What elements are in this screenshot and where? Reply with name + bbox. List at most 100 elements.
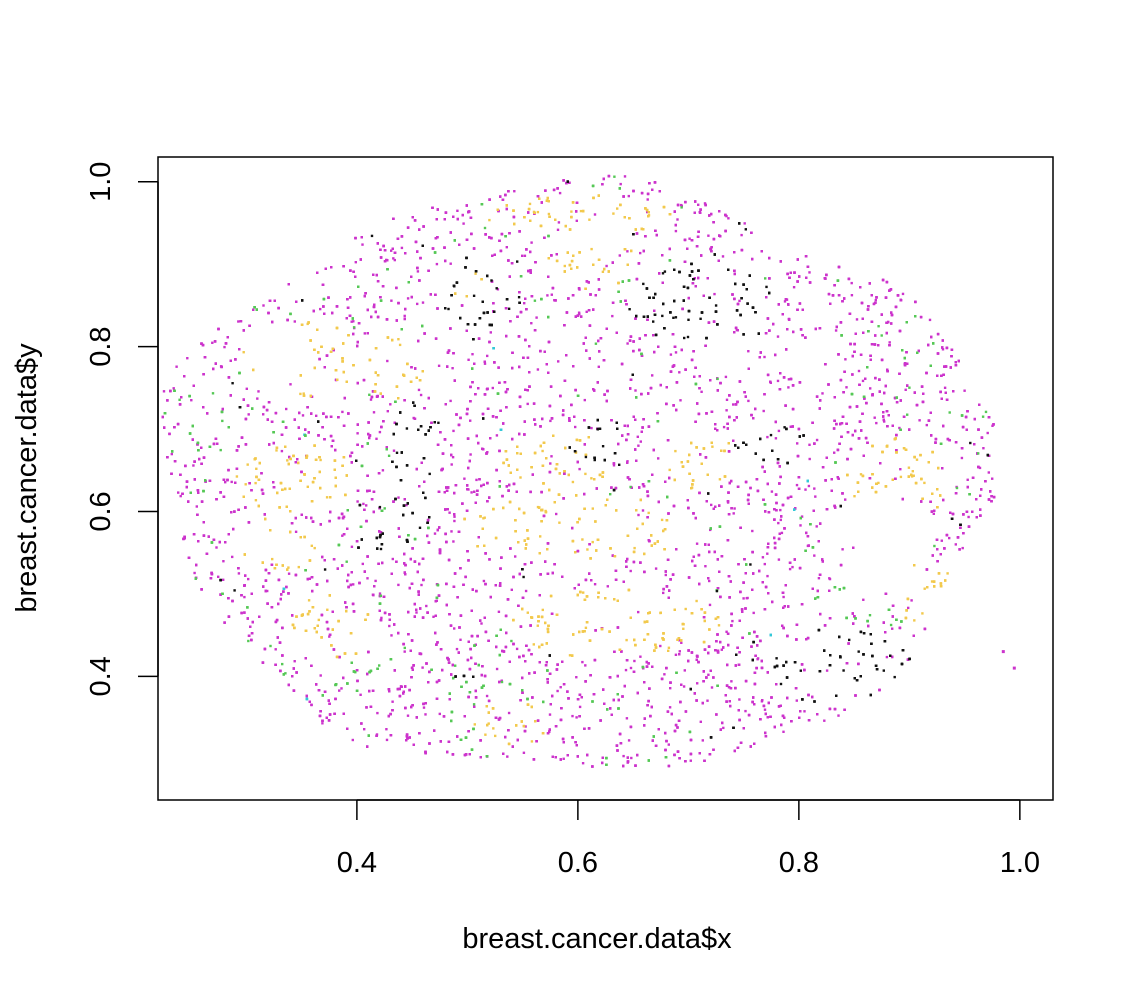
- cell-point: [925, 423, 928, 427]
- cell-point: [813, 554, 816, 557]
- cell-point: [774, 437, 778, 440]
- cell-point: [777, 521, 780, 525]
- cell-point: [844, 498, 847, 501]
- cell-point: [556, 228, 560, 231]
- cell-point: [361, 562, 364, 566]
- cell-point: [215, 546, 218, 549]
- cell-point: [452, 429, 455, 433]
- cell-point: [350, 320, 353, 323]
- cell-point: [779, 518, 782, 522]
- cell-point: [743, 222, 746, 225]
- cell-point: [585, 310, 588, 313]
- cell-point: [885, 655, 889, 659]
- cell-point: [480, 622, 483, 625]
- cell-point: [777, 558, 781, 561]
- cell-point: [932, 512, 935, 515]
- cell-point: [515, 647, 519, 651]
- cell-point: [732, 512, 735, 515]
- cell-point: [943, 386, 947, 389]
- cell-point: [366, 577, 369, 580]
- cell-point: [535, 316, 538, 319]
- cell-point: [289, 383, 292, 386]
- cell-point: [421, 301, 425, 304]
- cell-point: [319, 307, 322, 311]
- cell-point: [626, 250, 629, 253]
- cell-point: [422, 706, 426, 709]
- cell-point: [530, 322, 533, 325]
- cell-point: [186, 357, 189, 360]
- cell-point: [825, 669, 829, 672]
- cell-point: [861, 379, 865, 383]
- cell-point: [766, 574, 769, 578]
- cell-point: [390, 634, 393, 637]
- cell-point: [389, 403, 392, 406]
- cell-point: [557, 360, 560, 363]
- cell-point: [850, 281, 853, 285]
- cell-point: [708, 579, 711, 583]
- cell-point: [770, 490, 774, 493]
- cell-point: [406, 714, 410, 717]
- cell-point: [814, 495, 817, 498]
- cell-point: [459, 638, 462, 641]
- cell-point: [356, 432, 359, 435]
- cell-point: [266, 589, 269, 593]
- cell-point: [747, 399, 750, 403]
- cell-point: [674, 229, 678, 233]
- cell-point: [351, 738, 354, 742]
- cell-point: [725, 630, 728, 633]
- cell-point: [495, 667, 499, 671]
- cell-point: [682, 685, 686, 688]
- cell-point: [224, 481, 227, 484]
- cell-point: [374, 579, 377, 583]
- cell-point: [803, 710, 806, 713]
- cell-point: [274, 648, 277, 651]
- cell-point: [605, 264, 608, 268]
- cell-point: [804, 488, 807, 491]
- cell-point: [683, 669, 686, 672]
- cell-point: [262, 304, 265, 307]
- cell-point: [231, 555, 234, 559]
- cell-point: [391, 557, 394, 561]
- cell-point: [448, 511, 451, 514]
- cell-point: [612, 464, 616, 467]
- cell-point: [710, 686, 714, 689]
- cell-point: [575, 676, 578, 679]
- cell-point: [256, 397, 259, 400]
- cell-point: [390, 249, 393, 252]
- cell-point: [584, 664, 587, 667]
- cell-point: [787, 386, 790, 389]
- cell-point: [524, 589, 528, 593]
- cell-point: [230, 480, 233, 484]
- cell-point: [967, 515, 970, 519]
- cell-point: [626, 342, 629, 345]
- cell-point: [449, 399, 452, 403]
- cell-point: [630, 756, 633, 760]
- cell-point: [363, 728, 366, 731]
- cell-point: [375, 733, 379, 736]
- cell-point: [530, 241, 533, 244]
- cell-point: [536, 368, 540, 371]
- cell-point: [639, 251, 642, 255]
- cell-point: [669, 687, 672, 690]
- cell-point: [823, 719, 826, 722]
- cell-point: [722, 726, 725, 730]
- cell-point: [590, 426, 593, 430]
- cell-point: [779, 508, 782, 512]
- cell-point: [489, 331, 492, 334]
- cell-point: [763, 562, 766, 566]
- cell-point: [392, 449, 396, 452]
- cell-point: [506, 755, 509, 758]
- cell-point: [175, 365, 178, 368]
- cell-point: [546, 294, 549, 297]
- cell-point: [341, 534, 344, 537]
- cell-point: [639, 655, 642, 658]
- cell-point: [523, 254, 527, 257]
- cell-point: [833, 451, 836, 454]
- cell-point: [257, 390, 260, 393]
- cell-point: [696, 682, 699, 685]
- cell-point: [381, 469, 385, 472]
- cell-point: [795, 483, 799, 487]
- cell-point: [807, 484, 811, 488]
- cell-point: [817, 577, 821, 580]
- cell-point: [247, 413, 250, 416]
